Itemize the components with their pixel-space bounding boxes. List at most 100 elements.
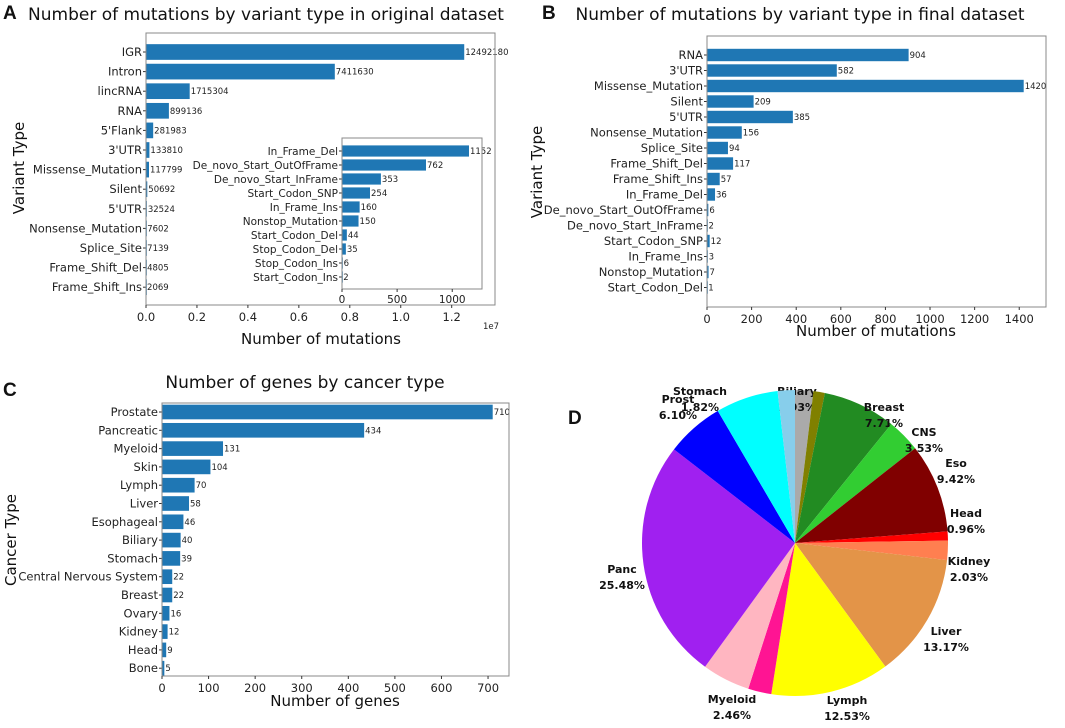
chart-b-category-label: De_novo_Start_OutOfFrame (544, 203, 703, 217)
chart-b-ylabel: Variant Type (528, 126, 546, 218)
pie-slice (795, 543, 948, 667)
pie-slice-percent: 12.53% (824, 710, 870, 723)
inset-value-label: 1152 (470, 147, 492, 157)
chart-b-value-label: 7 (710, 268, 715, 278)
chart-b-value-label: 36 (716, 191, 727, 201)
pie-slice-percent: 7.71% (865, 417, 903, 430)
pie-slice-percent: 13.17% (923, 641, 969, 654)
chart-c-bar (162, 459, 211, 475)
chart-a-bar (146, 161, 150, 178)
chart-c-xtick-label: 100 (198, 681, 220, 695)
inset-category-label: Stop_Codon_Ins (255, 258, 338, 270)
chart-c-value-label: 39 (181, 554, 192, 564)
chart-a-value-label: 32524 (148, 205, 175, 215)
chart-a-category-label: 3'UTR (108, 143, 142, 157)
chart-b-category-label: Start_Codon_Del (608, 281, 703, 295)
chart-b-value-label: 156 (743, 129, 759, 139)
chart-b-bar (707, 157, 734, 170)
chart-c-bar (162, 532, 181, 548)
chart-c-value-label: 16 (170, 609, 181, 619)
panel-label-a: A (3, 3, 17, 24)
chart-c-value-label: 9 (167, 646, 172, 656)
chart-c-bar (162, 422, 365, 438)
chart-a-xtick-label: 1.2 (443, 310, 461, 324)
chart-b-category-label: RNA (679, 48, 704, 62)
chart-b-xtick-label: 1400 (1005, 312, 1034, 326)
pie-slice-label: CNS (911, 426, 936, 439)
pie-slice (717, 390, 795, 543)
pie-slice (795, 390, 814, 543)
inset-category-label: De_novo_Start_OutOfFrame (193, 160, 338, 172)
pie-slice-label: Myeloid (708, 693, 757, 706)
chart-b-bar (707, 172, 720, 186)
chart-c-category-label: Kidney (119, 625, 158, 639)
inset-value-label: 2 (343, 273, 348, 283)
chart-b-value-label: 6 (709, 206, 714, 216)
chart-c-ylabel: Cancer Type (2, 494, 20, 586)
chart-c-bar (162, 660, 165, 676)
chart-c-category-label: Myeloid (113, 442, 158, 456)
chart-c-value-label: 434 (365, 426, 381, 436)
chart-c-category-label: Esophageal (91, 515, 158, 529)
chart-a-category-label: Frame_Shift_Del (49, 261, 142, 275)
chart-a-bar (146, 122, 154, 139)
chart-a-category-label: Silent (109, 182, 142, 196)
chart-b-value-label: 582 (838, 67, 854, 77)
chart-b-xtick-label: 0 (703, 312, 710, 326)
chart-a-bar (146, 102, 169, 119)
chart-a-value-label: 7411630 (336, 68, 374, 78)
chart-c-value-label: 40 (182, 536, 193, 546)
chart-a-value-label: 12492180 (465, 48, 508, 58)
chart-c-category-label: Bone (129, 661, 158, 675)
inset-value-label: 44 (348, 231, 359, 241)
chart-b-value-label: 57 (721, 175, 732, 185)
inset-category-label: In_Frame_Del (268, 146, 338, 158)
chart-b-value-label: 3 (709, 253, 714, 263)
pie-slice (771, 543, 886, 696)
chart-c-bar (162, 605, 170, 621)
inset-value-label: 35 (347, 245, 358, 255)
chart-b-bar (707, 79, 1024, 93)
chart-b-category-label: Nonstop_Mutation (599, 265, 703, 279)
chart-a-xtick-label: 0.6 (290, 310, 308, 324)
chart-c-xtick-label: 700 (477, 681, 499, 695)
inset-value-label: 762 (427, 161, 443, 171)
chart-c-bar (162, 624, 168, 639)
chart-a-value-label: 4805 (147, 264, 169, 274)
chart-b-bar (707, 141, 728, 155)
chart-c-value-label: 104 (211, 463, 227, 473)
chart-a-value-label: 2069 (147, 283, 169, 293)
chart-c-xtick-label: 200 (244, 681, 266, 695)
chart-b-xtick-label: 400 (785, 312, 807, 326)
inset-category-label: Nonstop_Mutation (243, 216, 338, 228)
chart-a-offset-text: 1e7 (483, 322, 499, 332)
chart-a-value-label: 1715304 (191, 87, 229, 97)
chart-c-bar (162, 496, 190, 511)
chart-a-bar (146, 63, 335, 80)
chart-a-category-label: RNA (118, 104, 143, 118)
inset-category-label: In_Frame_Ins (270, 202, 338, 214)
chart-a-axes-frame (145, 32, 496, 306)
inset-bar (342, 229, 347, 241)
pie-slice-label: Stomach (673, 385, 727, 398)
chart-b-value-label: 117 (734, 160, 750, 170)
chart-c-category-label: Pancreatic (98, 423, 158, 437)
chart-c-xtick-label: 300 (291, 681, 313, 695)
chart-c-category-label: Central Nervous System (18, 570, 158, 584)
inset-bar (342, 173, 381, 185)
pie-slice (795, 392, 892, 543)
pie-slice (642, 449, 795, 667)
chart-a-category-label: 5'UTR (108, 202, 142, 216)
inset-bar (342, 159, 426, 171)
inset-bar (342, 145, 469, 157)
pie-slice-label: Panc (607, 563, 637, 576)
chart-a-xtick-label: 0.4 (239, 310, 257, 324)
chart-c-xtick-label: 0 (158, 681, 165, 695)
inset-xtick-label: 0 (339, 294, 346, 306)
chart-c-bar (162, 569, 173, 585)
inset-bar (342, 243, 346, 255)
chart-a-category-label: Nonsense_Mutation (29, 221, 142, 235)
pie-slice-percent: 0.96% (947, 523, 985, 536)
chart-a-value-label: 7139 (147, 244, 169, 254)
pie-slice-label: Eso (945, 457, 967, 470)
